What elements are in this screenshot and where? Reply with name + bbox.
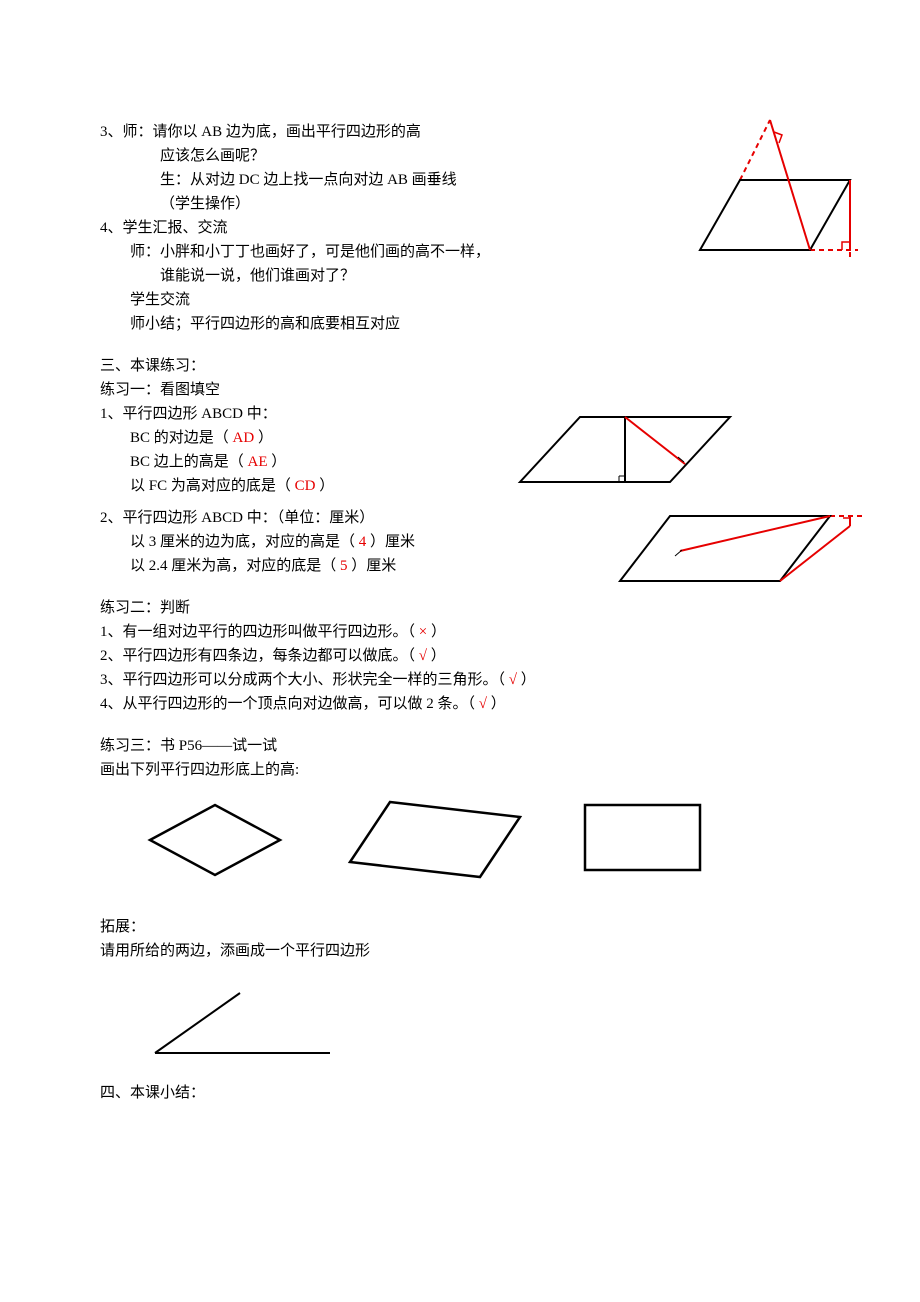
angle-figure — [140, 983, 820, 1063]
item-4-line2: 师：小胖和小丁丁也画好了，可是他们画的高不一样， — [100, 240, 820, 264]
exercise-3-sub: 画出下列平行四边形底上的高: — [100, 758, 820, 782]
ex2-answer-2: √ — [419, 648, 427, 664]
ex2-answer-4: √ — [479, 696, 487, 712]
answer-ad: AD — [233, 430, 255, 446]
figure-2 — [510, 402, 740, 492]
answer-cd: CD — [295, 478, 316, 494]
shape-parallelogram — [340, 792, 530, 887]
ex1-q2-block: 2、平行四边形 ABCD 中：（单位：厘米） 以 3 厘米的边为底，对应的高是（… — [100, 506, 820, 578]
exercise-2-title: 练习二：判断 — [100, 596, 820, 620]
extension-sub: 请用所给的两边，添画成一个平行四边形 — [100, 939, 820, 963]
item-4-line1: 4、学生汇报、交流 — [100, 216, 820, 240]
figure-3 — [610, 496, 870, 596]
ex2-item-3: 3、平行四边形可以分成两个大小、形状完全一样的三角形。（ √ ） — [100, 668, 820, 692]
shape-rectangle — [580, 800, 710, 880]
ex2-item-2: 2、平行四边形有四条边，每条边都可以做底。（ √ ） — [100, 644, 820, 668]
exercise-2-items: 1、有一组对边平行的四边形叫做平行四边形。（ × ）2、平行四边形有四条边，每条… — [100, 620, 820, 716]
answer-5: 5 — [340, 558, 348, 574]
exercise-3-title: 练习三：书 P56——试一试 — [100, 734, 820, 758]
item-4-line5: 师小结；平行四边形的高和底要相互对应 — [100, 312, 820, 336]
item-4-block: 4、学生汇报、交流 师：小胖和小丁丁也画好了，可是他们画的高不一样， 谁能说一说… — [100, 216, 820, 336]
ex1-q1-block: 1、平行四边形 ABCD 中： BC 的对边是（ AD ） BC 边上的高是（ … — [100, 402, 820, 498]
item-3-block: 3、师：请你以 AB 边为底，画出平行四边形的高 应该怎么画呢？ 生：从对边 D… — [100, 120, 820, 216]
extension-title: 拓展： — [100, 915, 820, 939]
ex2-item-1: 1、有一组对边平行的四边形叫做平行四边形。（ × ） — [100, 620, 820, 644]
ex2-item-4: 4、从平行四边形的一个顶点向对边做高，可以做 2 条。（ √ ） — [100, 692, 820, 716]
item-4-line4: 学生交流 — [100, 288, 820, 312]
item-4-line3: 谁能说一说，他们谁画对了？ — [100, 264, 820, 288]
shapes-row — [140, 792, 820, 887]
section-3-title: 三、本课练习： — [100, 354, 820, 378]
answer-ae: AE — [248, 454, 268, 470]
exercise-1-title: 练习一：看图填空 — [100, 378, 820, 402]
shape-rhombus — [140, 795, 290, 885]
section-4-title: 四、本课小结： — [100, 1081, 820, 1105]
ex2-answer-1: × — [419, 624, 427, 640]
ex2-answer-3: √ — [509, 672, 517, 688]
